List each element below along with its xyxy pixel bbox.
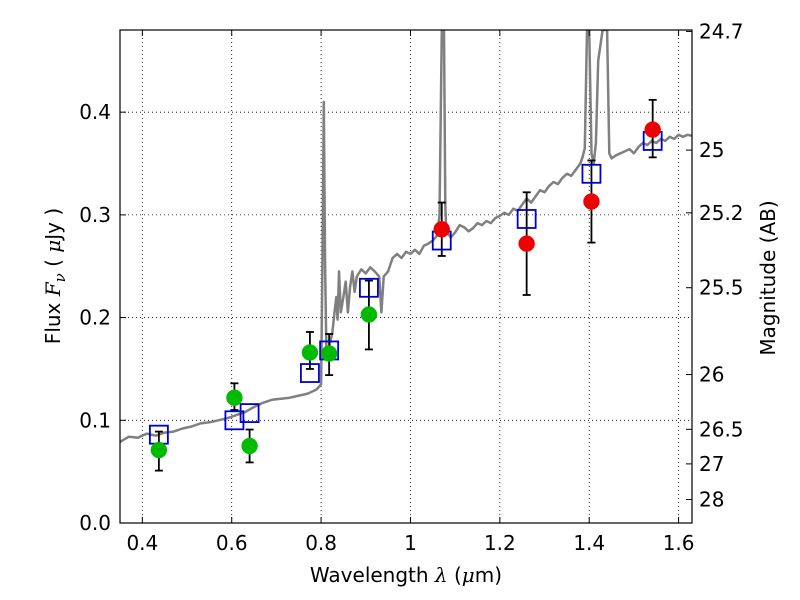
observed-point-red [583, 193, 600, 210]
y2-tick-label: 26 [699, 363, 724, 387]
y-tick-label: 0.1 [79, 408, 111, 432]
model-point-marker [224, 410, 245, 431]
model-point-marker [516, 209, 537, 229]
spectrum-line [120, 30, 692, 443]
x-axis-label: Wavelength λ (μm) [310, 563, 502, 587]
y2-tick-label: 25.2 [699, 201, 744, 225]
y-tick-label: 0.2 [79, 306, 111, 330]
model-point-marker [581, 163, 602, 184]
observed-points [150, 121, 661, 459]
y2-tick-label: 26.5 [699, 417, 744, 441]
x-tick-label: 1.6 [663, 531, 695, 555]
observed-point-green [226, 389, 243, 406]
plot-border [119, 29, 693, 524]
y2-tick-label: 25.5 [699, 276, 744, 300]
model-point-marker [239, 403, 260, 424]
y-tick-label: 0.4 [79, 100, 111, 124]
observed-point-red [518, 235, 535, 252]
observed-point-green [301, 344, 319, 361]
y2-tick-label: 24.7 [699, 19, 744, 43]
y-tick-label: 0.0 [79, 511, 111, 535]
x-tick-label: 1.4 [573, 531, 605, 555]
model-point-marker [300, 363, 320, 383]
axis-ticks: 0.4 0.6 0.8 1 1.2 1.4 1.6 0.0 0.1 0.2 0.3 0.4 24.7 25… [79, 19, 743, 555]
y2-tick-label: 28 [699, 487, 724, 511]
y2-axis-label: Magnitude (AB) [756, 200, 780, 355]
y2-tick-label: 25 [699, 138, 724, 162]
x-tick-label: 1.2 [484, 531, 516, 555]
x-tick-label: 0.8 [305, 531, 337, 555]
observed-point-green [360, 306, 378, 323]
observed-point-green [150, 441, 168, 459]
model-point-marker [359, 277, 379, 298]
observed-point-red [644, 121, 661, 138]
observed-point-green [320, 345, 338, 362]
x-tick-label: 1 [404, 531, 417, 555]
y2-tick-label: 27 [699, 452, 724, 476]
y-axis-label: Flux Fν ( μJy ) [41, 208, 69, 344]
x-tick-label: 0.4 [126, 531, 158, 555]
plot-frame [119, 29, 693, 524]
observed-point-green [241, 437, 258, 455]
error-bars [154, 98, 657, 472]
grid-lines [120, 30, 692, 523]
spectrum-series [120, 30, 692, 443]
x-tick-label: 0.6 [216, 531, 248, 555]
observed-point-red [433, 221, 450, 238]
y-tick-label: 0.3 [79, 203, 111, 227]
